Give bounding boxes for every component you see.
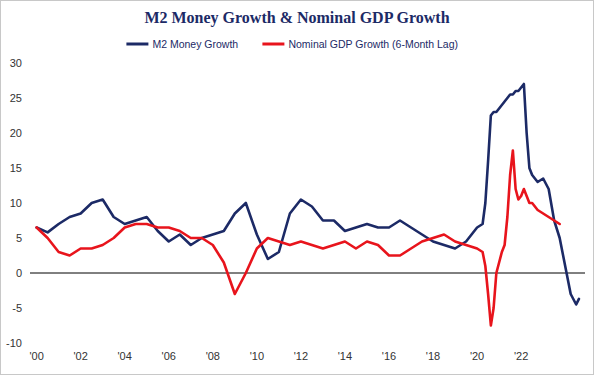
x-tick-label: '10 — [250, 350, 264, 362]
y-tick-label: -5 — [12, 302, 22, 314]
y-tick-label: 15 — [10, 162, 22, 174]
y-tick-label: 10 — [10, 197, 22, 209]
title: M2 Money Growth & Nominal GDP Growth — [144, 9, 449, 27]
y-tick-label: 5 — [16, 232, 22, 244]
y-tick-label: 0 — [16, 267, 22, 279]
x-tick-label: '14 — [338, 350, 352, 362]
frame — [1, 1, 594, 375]
legend: M2 Money Growth Nominal GDP Growth (6-Mon… — [126, 38, 458, 50]
x-tick-label: '22 — [514, 350, 528, 362]
y-tick-label: -10 — [6, 337, 22, 349]
x-tick-label: '20 — [470, 350, 484, 362]
x-axis — [30, 273, 585, 274]
chart: M2 Money Growth & Nominal GDP Growth M2 M… — [0, 0, 594, 375]
x-tick-label: '08 — [206, 350, 220, 362]
x-tick-label: '12 — [294, 350, 308, 362]
x-tick-label: '18 — [426, 350, 440, 362]
x-tick-label: '04 — [118, 350, 132, 362]
plot-area — [37, 84, 579, 326]
legend-label: Nominal GDP Growth (6-Month Lag) — [288, 38, 458, 50]
y-tick-label: 30 — [10, 57, 22, 69]
y-tick-label: 25 — [10, 92, 22, 104]
legend-label: M2 Money Growth — [152, 38, 238, 50]
y-tick-label: 20 — [10, 127, 22, 139]
x-tick-label: '06 — [162, 350, 176, 362]
x-tick-label: '00 — [29, 350, 43, 362]
legend-swatch — [126, 43, 148, 46]
legend-swatch — [262, 43, 284, 46]
x-tick-label: '16 — [382, 350, 396, 362]
x-tick-label: '02 — [73, 350, 87, 362]
series-line — [37, 151, 560, 326]
